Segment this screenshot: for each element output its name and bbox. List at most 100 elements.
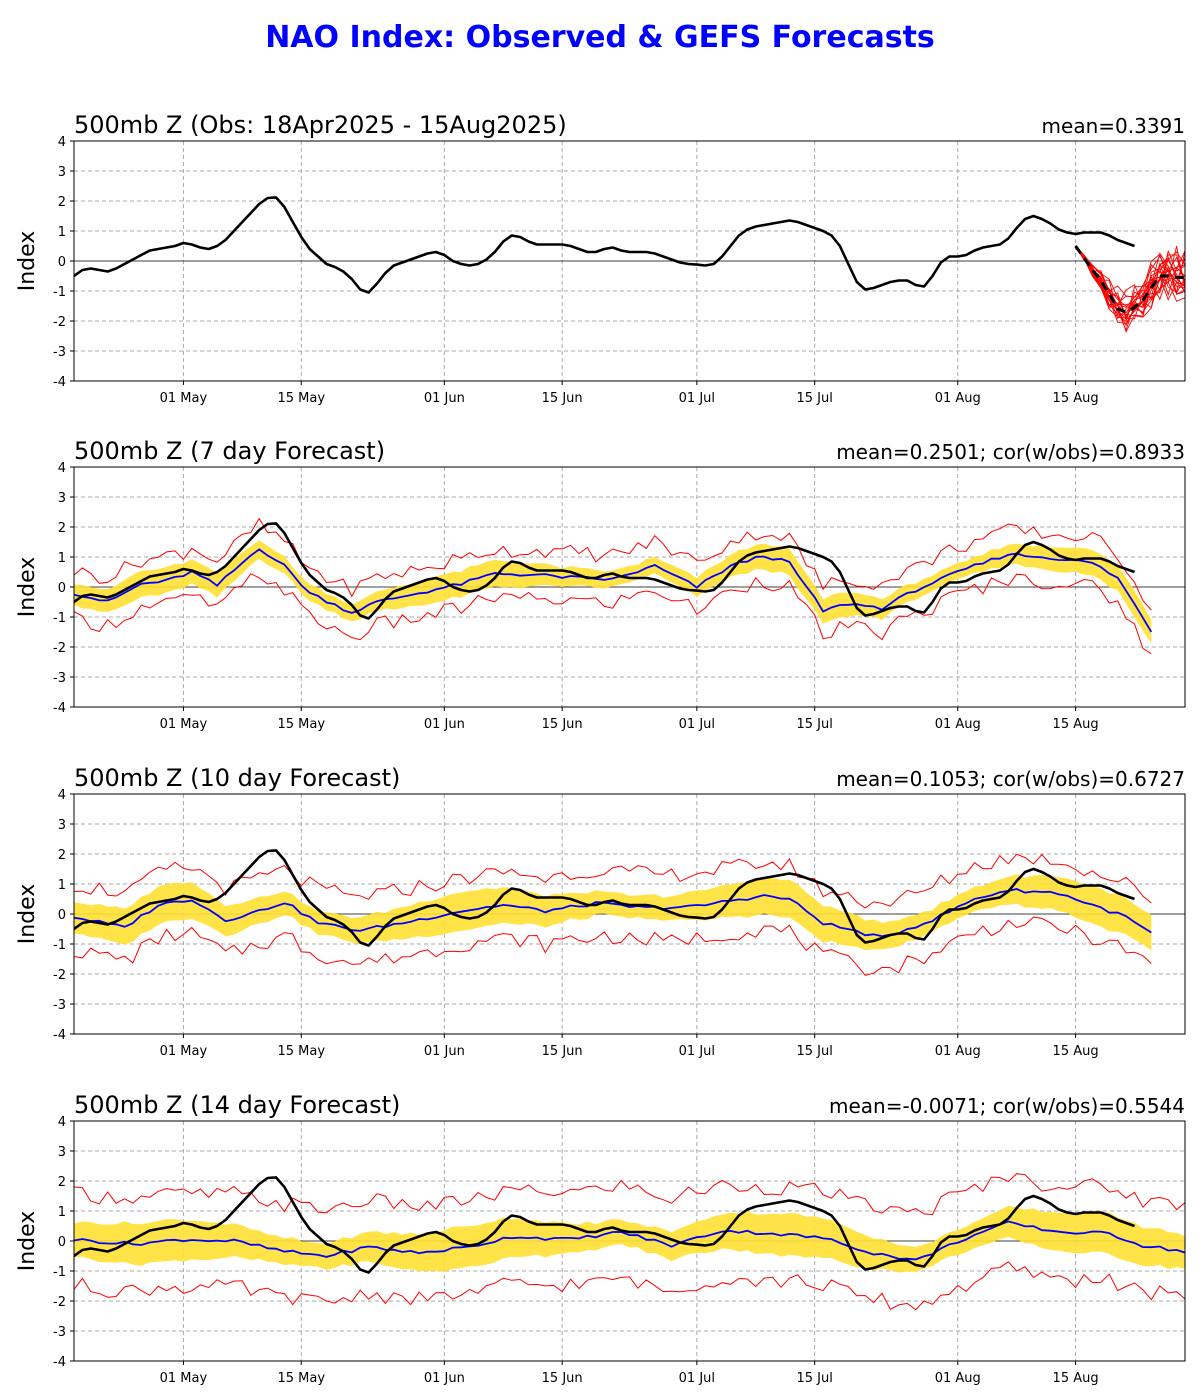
y-tick-label: 3 [58,165,66,180]
ensemble-mean-line [74,548,1153,633]
plot-area [74,517,1153,655]
y-axis-label: Index [15,231,40,292]
y-tick-label: -1 [53,1265,66,1280]
plot-frame [73,1120,1186,1362]
plot-frame [73,793,1186,1035]
x-tick-label: 01 May [160,391,208,406]
x-tick-label: 15 Jun [542,1044,583,1059]
y-tick-label: -2 [53,641,66,656]
y-tick-label: -2 [53,968,66,983]
lower-member-line [74,573,1152,655]
y-tick-label: -4 [53,1028,66,1043]
y-tick-label: -4 [53,701,66,716]
y-tick-label: 2 [58,195,66,210]
y-tick-label: -4 [53,1355,66,1370]
x-tick-label: 15 May [277,1044,325,1059]
spread-band [74,540,1152,644]
x-tick-label: 15 May [277,391,325,406]
y-tick-label: 0 [58,581,66,596]
ensemble-mean-line [74,888,1152,938]
y-tick-label: 4 [58,461,66,476]
y-tick-label: 2 [58,1175,66,1190]
observed-line [74,196,1135,294]
x-tick-label: 01 Jul [679,391,715,406]
y-tick-label: -2 [53,1295,66,1310]
panel-stat: mean=-0.0071; cor(w/obs)=0.5544 [829,1094,1185,1118]
figure-title: NAO Index: Observed & GEFS Forecasts [265,20,935,55]
x-tick-label: 15 Aug [1053,1044,1099,1059]
chart-panel-2: 500mb Z (7 day Forecast) mean=0.2501; cor… [15,437,1186,732]
observed-line [74,1176,1135,1274]
x-tick-label: 15 Jul [796,1044,832,1059]
x-tick-label: 01 May [160,1371,208,1386]
panel-title: 500mb Z (10 day Forecast) [74,764,400,792]
y-tick-label: -2 [53,315,66,330]
plot-area [74,849,1152,976]
chart-panel-1: 500mb Z (Obs: 18Apr2025 - 15Aug2025) mean… [15,111,1186,406]
x-tick-label: 01 Aug [935,391,981,406]
y-tick-label: 0 [58,255,66,270]
upper-member-line [74,1173,1185,1216]
x-tick-label: 15 May [277,1371,325,1386]
plot-area [74,1173,1185,1311]
plot-area [74,196,1185,333]
spread-band [74,874,1152,951]
y-tick-label: -1 [53,938,66,953]
y-tick-label: 2 [58,521,66,536]
x-tick-label: 01 Aug [935,1044,981,1059]
y-tick-label: -3 [53,671,66,686]
y-tick-label: 1 [58,1205,66,1220]
y-axis-label: Index [15,557,40,618]
x-tick-label: 01 May [160,1044,208,1059]
y-tick-label: 1 [58,878,66,893]
forecast-mean-line [1074,245,1185,314]
observed-line [74,849,1135,947]
y-tick-label: 1 [58,551,66,566]
panel-title: 500mb Z (Obs: 18Apr2025 - 15Aug2025) [74,111,567,139]
x-tick-label: 15 Jul [796,391,832,406]
plot-frame [73,140,1186,382]
member-line [1075,245,1185,307]
x-tick-label: 01 Aug [935,1371,981,1386]
x-tick-label: 01 Jul [679,1044,715,1059]
x-tick-label: 15 Aug [1053,391,1099,406]
x-tick-label: 01 Jun [424,1044,465,1059]
x-tick-label: 15 Aug [1053,717,1099,732]
panel-stat: mean=0.1053; cor(w/obs)=0.6727 [836,767,1185,791]
y-tick-label: -4 [53,375,66,390]
lower-member-line [74,916,1152,976]
y-tick-label: -3 [53,998,66,1013]
chart-panel-3: 500mb Z (10 day Forecast) mean=0.1053; co… [15,764,1186,1059]
y-tick-label: -1 [53,285,66,300]
y-tick-label: -3 [53,345,66,360]
upper-member-line [74,517,1152,611]
panel-title: 500mb Z (7 day Forecast) [74,437,385,465]
observed-line [74,522,1135,620]
x-tick-label: 15 Jul [796,717,832,732]
y-tick-label: 0 [58,908,66,923]
x-tick-label: 15 Jun [542,717,583,732]
upper-member-line [74,853,1152,909]
x-tick-label: 01 Jul [679,717,715,732]
x-tick-label: 01 Aug [935,717,981,732]
y-tick-label: 1 [58,225,66,240]
x-tick-label: 15 Jun [542,391,583,406]
x-tick-label: 01 Jul [679,1371,715,1386]
x-tick-label: 15 Aug [1053,1371,1099,1386]
x-tick-label: 01 May [160,717,208,732]
chart-panel-4: 500mb Z (14 day Forecast) mean=-0.0071; c… [15,1091,1186,1386]
member-line [1075,245,1185,320]
x-tick-label: 01 Jun [424,391,465,406]
panel-stat: mean=0.2501; cor(w/obs)=0.8933 [836,440,1185,464]
lower-member-line [74,1261,1185,1311]
x-tick-label: 15 Jun [542,1371,583,1386]
y-tick-label: 4 [58,788,66,803]
y-tick-label: -3 [53,1325,66,1340]
plot-frame [73,466,1186,708]
x-tick-label: 01 Jun [424,717,465,732]
y-tick-label: 3 [58,1145,66,1160]
y-tick-label: 3 [58,491,66,506]
y-tick-label: 4 [58,1115,66,1130]
y-tick-label: 3 [58,818,66,833]
panel-stat: mean=0.3391 [1042,114,1185,138]
